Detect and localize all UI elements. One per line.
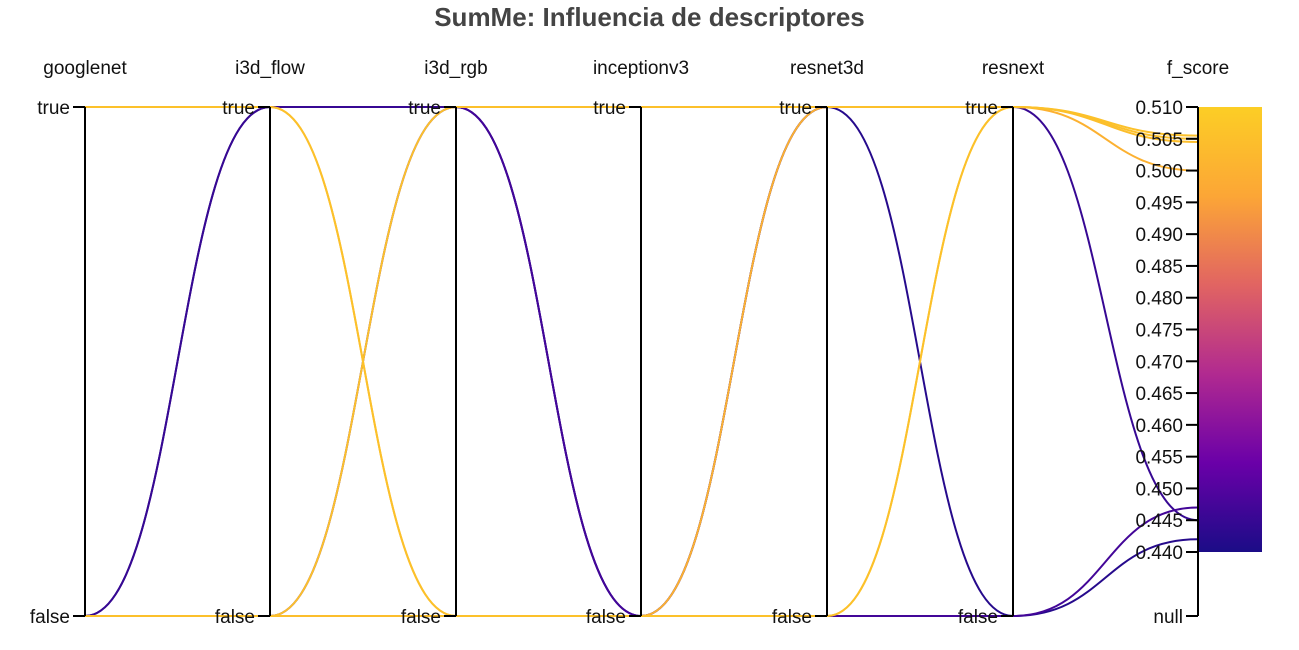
tick-label-googlenet: false (30, 607, 70, 628)
axis-title-inceptionv3: inceptionv3 (593, 58, 689, 79)
tick-label-resnext: true (965, 98, 998, 119)
tick-label-inceptionv3: false (586, 607, 626, 628)
tick-label-i3d_flow: false (215, 607, 255, 628)
tick-label-f_score: 0.505 (1135, 130, 1183, 151)
tick-label-f_score: 0.475 (1135, 321, 1183, 342)
tick-label-f_score: null (1153, 607, 1183, 628)
tick-label-f_score: 0.510 (1135, 98, 1183, 119)
tick-label-resnet3d: true (779, 98, 812, 119)
tick-label-f_score: 0.465 (1135, 384, 1183, 405)
tick-label-f_score: 0.500 (1135, 162, 1183, 183)
colorbar (1199, 107, 1262, 552)
axis-title-googlenet: googlenet (43, 58, 127, 79)
tick-label-inceptionv3: true (593, 98, 626, 119)
tick-label-f_score: 0.455 (1135, 448, 1183, 469)
tick-label-i3d_rgb: false (401, 607, 441, 628)
tick-label-f_score: 0.480 (1135, 289, 1183, 310)
tick-label-resnext: false (958, 607, 998, 628)
chart-title: SumMe: Influencia de descriptores (434, 2, 865, 32)
tick-label-f_score: 0.450 (1135, 479, 1183, 500)
tick-label-f_score: 0.495 (1135, 193, 1183, 214)
tick-label-f_score: 0.440 (1135, 543, 1183, 564)
tick-label-f_score: 0.490 (1135, 225, 1183, 246)
axis-title-resnext: resnext (982, 58, 1045, 79)
tick-label-f_score: 0.460 (1135, 416, 1183, 437)
tick-label-googlenet: true (37, 98, 70, 119)
axis-title-i3d_flow: i3d_flow (235, 58, 305, 79)
axis-title-resnet3d: resnet3d (790, 58, 864, 79)
tick-label-i3d_rgb: true (408, 98, 441, 119)
tick-label-f_score: 0.485 (1135, 257, 1183, 278)
tick-label-resnet3d: false (772, 607, 812, 628)
colorbar-rect (1199, 107, 1262, 552)
tick-label-f_score: 0.470 (1135, 352, 1183, 373)
axis-title-i3d_rgb: i3d_rgb (424, 58, 487, 79)
tick-label-f_score: 0.445 (1135, 511, 1183, 532)
axis-title-f_score: f_score (1167, 58, 1229, 79)
tick-label-i3d_flow: true (222, 98, 255, 119)
